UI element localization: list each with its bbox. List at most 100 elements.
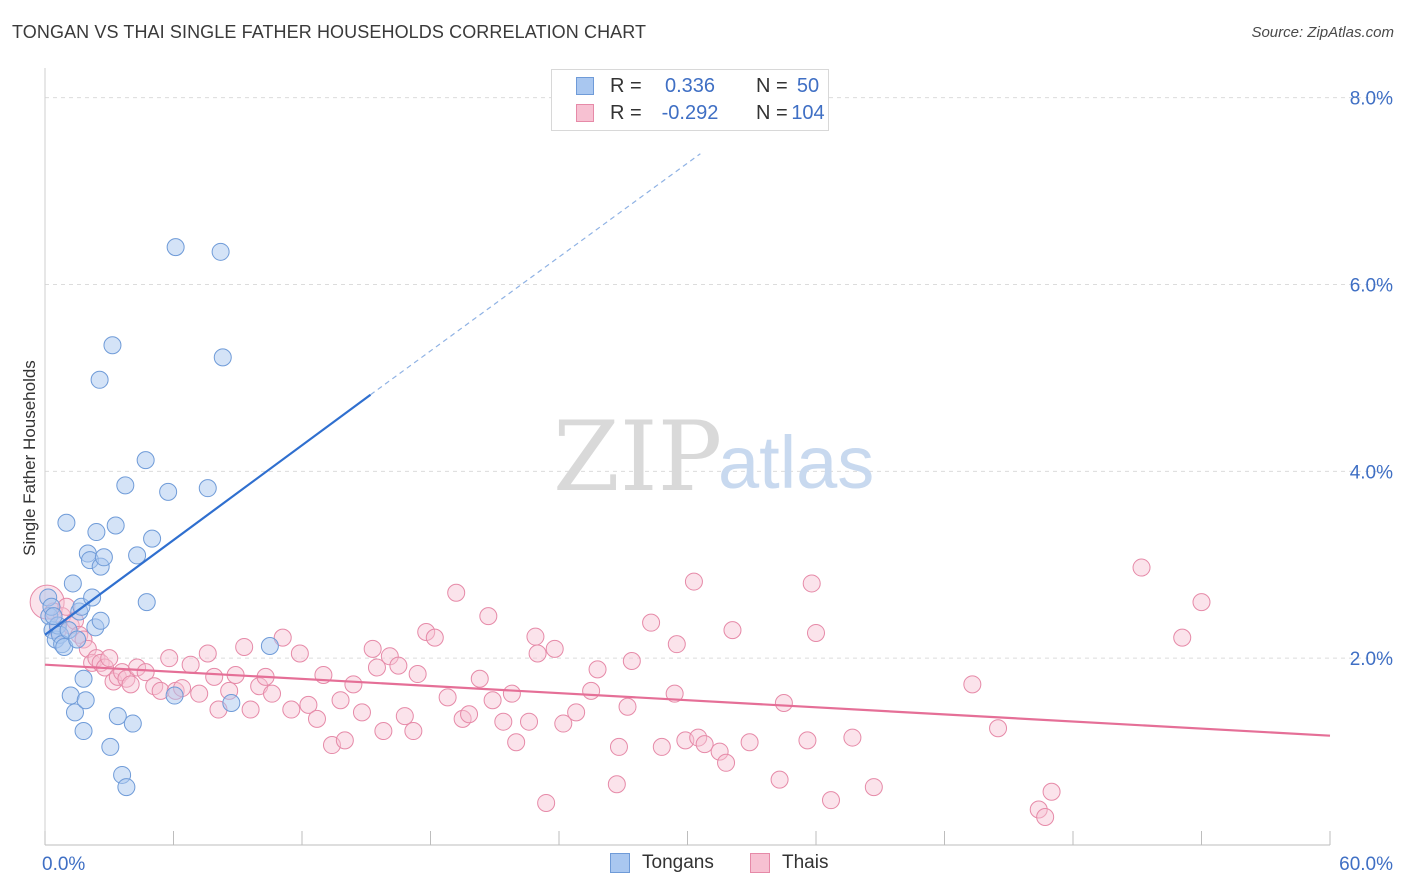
thais-point bbox=[1029, 800, 1048, 819]
legend-r-value: 0.336 bbox=[664, 75, 716, 97]
axis-labels: 2.0% 4.0% 6.0% 8.0% 0.0% 60.0% bbox=[42, 89, 1393, 875]
watermark-zip: ZIP bbox=[553, 401, 722, 513]
bottom-legend-swatch-tongans bbox=[610, 853, 630, 873]
tongans-point bbox=[222, 694, 241, 713]
thais-point bbox=[136, 663, 155, 682]
thais-point bbox=[479, 607, 498, 626]
thais-point bbox=[438, 688, 457, 707]
tongans-point bbox=[137, 593, 156, 612]
bottom-legend-label-tongans: Tongans bbox=[642, 852, 714, 873]
thais-point bbox=[335, 731, 354, 750]
tongans-point bbox=[91, 611, 110, 630]
thais-point bbox=[665, 684, 684, 703]
thais-point bbox=[622, 651, 641, 670]
tongans-point bbox=[44, 607, 63, 626]
tongans-point bbox=[166, 238, 185, 257]
legend-n-label: N = bbox=[756, 102, 788, 124]
tongans-point bbox=[63, 574, 82, 593]
axes bbox=[44, 68, 1331, 846]
correlation-legend: R = 0.336 N = 50 R = -0.292 N = 104 bbox=[551, 69, 829, 131]
thais-point bbox=[507, 733, 526, 752]
trend-lines bbox=[44, 153, 1331, 737]
tongans-point bbox=[198, 479, 217, 498]
gridlines bbox=[45, 97, 1392, 659]
thais-point bbox=[774, 694, 793, 713]
thais-point bbox=[1036, 807, 1055, 826]
tongans-point bbox=[94, 548, 113, 567]
legend-swatch-tongans bbox=[576, 77, 594, 95]
thais-trend-line bbox=[44, 663, 1331, 737]
tongans-point bbox=[83, 588, 102, 607]
thais-point bbox=[367, 658, 386, 677]
tongans-point bbox=[213, 348, 232, 367]
thais-point bbox=[1192, 593, 1211, 612]
watermark: ZIP atlas bbox=[553, 401, 874, 513]
y-tick-label: 4.0% bbox=[1350, 462, 1393, 483]
tongans-point bbox=[106, 516, 125, 535]
tongans-trend-line bbox=[44, 393, 372, 636]
thais-point bbox=[198, 644, 217, 663]
legend-r-value: -0.292 bbox=[661, 102, 719, 124]
y-tick-label: 6.0% bbox=[1350, 276, 1393, 297]
thais-point bbox=[963, 675, 982, 694]
thais-point bbox=[128, 658, 147, 677]
thais-point bbox=[802, 574, 821, 593]
legend-n-value: 104 bbox=[791, 102, 825, 124]
tongans-point bbox=[65, 703, 84, 722]
thais-point bbox=[374, 722, 393, 741]
thais-point bbox=[545, 639, 564, 658]
y-tick-label: 8.0% bbox=[1350, 89, 1393, 110]
thais-point bbox=[331, 691, 350, 710]
thais-point bbox=[710, 742, 729, 761]
y-axis-title: Single Father Households bbox=[20, 360, 39, 556]
thais-point bbox=[282, 700, 301, 719]
thais-point bbox=[554, 714, 573, 733]
thais-point bbox=[241, 700, 260, 719]
tongans-point bbox=[128, 546, 147, 565]
tongans-point bbox=[74, 722, 93, 741]
tongans-point bbox=[136, 451, 155, 470]
thais-point bbox=[100, 649, 119, 668]
thais-point bbox=[494, 712, 513, 731]
thais-point bbox=[588, 660, 607, 679]
thais-point bbox=[607, 775, 626, 794]
tongans-point bbox=[117, 778, 136, 797]
thais-point bbox=[567, 703, 586, 722]
thais-point bbox=[460, 705, 479, 724]
thais-point bbox=[528, 644, 547, 663]
thais-point bbox=[404, 722, 423, 741]
tongans-point bbox=[101, 737, 120, 756]
tongans-point bbox=[143, 529, 162, 548]
thais-point bbox=[273, 628, 292, 647]
bottom-legend-label-thais: Thais bbox=[782, 852, 829, 873]
thais-point bbox=[989, 719, 1008, 738]
thais-point bbox=[667, 635, 686, 654]
source-label: Source: ZipAtlas.com bbox=[1251, 24, 1394, 41]
thais-point bbox=[447, 583, 466, 602]
tongans-point bbox=[211, 242, 230, 261]
thais-point bbox=[520, 712, 539, 731]
x-tick-label-right: 60.0% bbox=[1339, 854, 1393, 875]
thais-point bbox=[821, 791, 840, 810]
tongans-point bbox=[57, 513, 76, 532]
tongans-trend-extension bbox=[370, 153, 701, 396]
thais-point bbox=[483, 691, 502, 710]
thais-point bbox=[121, 675, 140, 694]
thais-point bbox=[453, 709, 472, 728]
thais-point bbox=[352, 703, 371, 722]
thais-point bbox=[526, 627, 545, 646]
thais-point bbox=[770, 770, 789, 789]
tongans-point bbox=[90, 370, 109, 389]
tongans-point bbox=[68, 630, 87, 649]
tongans-point bbox=[116, 476, 135, 495]
thais-point bbox=[145, 677, 164, 696]
thais-point bbox=[263, 684, 282, 703]
tongans-point bbox=[103, 336, 122, 355]
thais-point bbox=[299, 695, 318, 714]
tongans-point bbox=[87, 523, 106, 542]
x-tick-label-left: 0.0% bbox=[42, 854, 85, 875]
legend-n-value: 50 bbox=[796, 75, 820, 97]
tongans-point bbox=[61, 686, 80, 705]
thais-point bbox=[502, 684, 521, 703]
